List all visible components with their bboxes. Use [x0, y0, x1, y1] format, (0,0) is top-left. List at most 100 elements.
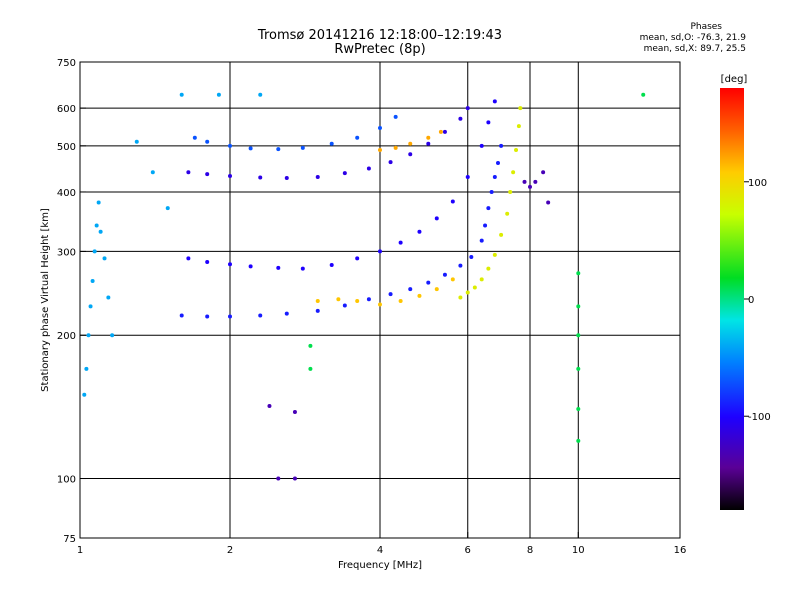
data-point	[292, 476, 297, 481]
data-point	[398, 299, 403, 304]
x-tick-label: 16	[674, 545, 687, 556]
data-point	[576, 438, 581, 443]
data-point	[366, 297, 371, 302]
data-point	[486, 120, 491, 125]
y-tick-label: 200	[57, 331, 76, 342]
data-point	[479, 143, 484, 148]
data-point	[378, 302, 382, 307]
echo-trace	[186, 99, 497, 271]
data-point	[393, 114, 398, 119]
data-points	[82, 92, 646, 481]
echo-trace	[315, 277, 455, 307]
data-point	[98, 229, 103, 234]
y-tick-label: 600	[57, 104, 76, 115]
data-point	[276, 265, 281, 270]
data-point	[378, 126, 382, 131]
data-point	[408, 152, 413, 157]
data-point	[300, 145, 305, 150]
data-point	[378, 249, 382, 254]
data-point	[228, 174, 232, 179]
data-point	[388, 160, 393, 165]
data-point	[479, 277, 484, 282]
data-point	[205, 172, 210, 177]
data-point	[518, 106, 523, 111]
echo-trace	[192, 114, 398, 152]
data-point	[508, 189, 513, 194]
data-point	[150, 170, 155, 175]
data-point	[267, 404, 272, 409]
data-point	[514, 147, 519, 152]
data-point	[94, 223, 99, 228]
data-point	[398, 240, 403, 245]
x-tick-label: 1	[77, 545, 83, 556]
data-point	[417, 293, 422, 298]
data-point	[308, 343, 313, 348]
y-tick-label: 300	[57, 247, 76, 258]
echo-trace	[179, 143, 504, 319]
data-point	[134, 139, 139, 144]
data-point	[179, 92, 184, 97]
data-point	[388, 292, 393, 297]
data-point	[258, 313, 263, 318]
data-point	[378, 147, 382, 152]
data-point	[458, 116, 463, 121]
data-point	[192, 135, 197, 140]
data-point	[92, 249, 97, 254]
data-point	[438, 129, 443, 134]
data-point	[86, 333, 91, 338]
data-point	[516, 124, 521, 129]
data-point	[458, 295, 463, 300]
data-point	[528, 184, 532, 189]
x-tick-label: 2	[227, 545, 233, 556]
data-point	[110, 333, 115, 338]
data-point	[492, 174, 497, 179]
data-point	[434, 287, 439, 292]
y-tick-label: 750	[57, 58, 76, 69]
data-point	[576, 406, 581, 411]
data-point	[499, 232, 504, 237]
data-point	[82, 392, 87, 397]
data-point	[308, 366, 313, 371]
y-tick-label: 400	[57, 188, 76, 199]
data-point	[472, 285, 477, 290]
data-point	[106, 295, 111, 300]
data-point	[329, 141, 334, 146]
data-point	[248, 264, 253, 269]
data-point	[546, 200, 551, 205]
echo-trace	[82, 92, 263, 397]
y-tick-label: 75	[63, 534, 76, 545]
data-point	[342, 171, 347, 176]
data-point	[489, 189, 494, 194]
phase-stats-o: mean, sd,O: -76.3, 21.9	[639, 33, 746, 43]
data-point	[366, 166, 371, 171]
data-point	[355, 256, 360, 261]
x-tick-label: 6	[465, 545, 471, 556]
data-point	[284, 175, 289, 180]
data-point	[329, 262, 334, 267]
data-point	[486, 206, 491, 211]
colorbar-ticks: 100 0 -100	[744, 178, 771, 423]
colorbar-tick-label: 0	[748, 295, 754, 306]
echo-trace	[458, 106, 523, 300]
echo-trace	[267, 170, 551, 481]
data-point	[450, 277, 455, 282]
data-point	[492, 252, 497, 257]
data-point	[300, 266, 305, 271]
data-point	[88, 304, 93, 309]
x-tick-label: 8	[527, 545, 533, 556]
data-point	[336, 297, 341, 302]
data-point	[284, 311, 289, 316]
data-point	[205, 314, 210, 319]
chart-subtitle: RwPretec (8p)	[334, 42, 426, 57]
echo-trace	[378, 129, 443, 152]
grid-lines	[80, 62, 680, 538]
data-point	[426, 135, 431, 140]
data-point	[355, 135, 360, 140]
data-point	[84, 366, 89, 371]
axis-ticks: 1 2 4 6 8 10 16 75 100 200 300 400 500 600 750	[57, 58, 686, 556]
phase-stats-title: Phases	[690, 22, 722, 32]
data-point	[355, 299, 360, 304]
y-axis-label: Stationary phase Virtual Height [km]	[40, 208, 51, 392]
data-point	[641, 92, 646, 97]
colorbar-tick-label: 100	[748, 178, 767, 189]
